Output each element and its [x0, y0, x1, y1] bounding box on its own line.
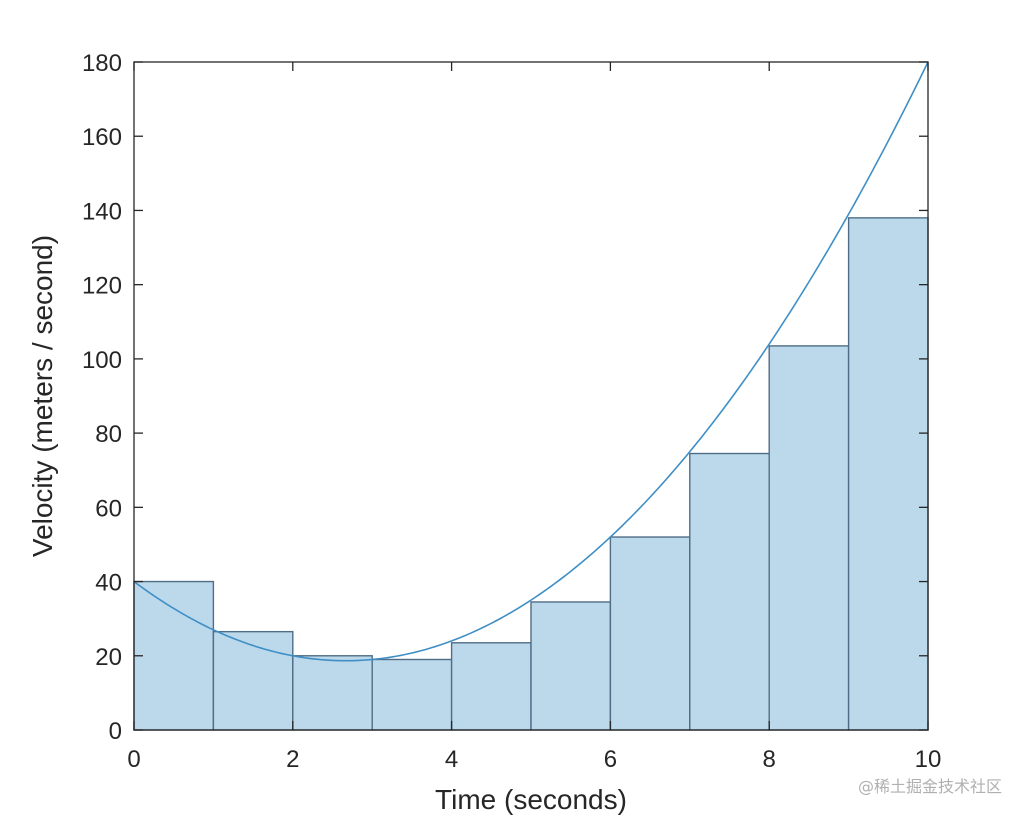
x-tick-label-3: 6: [604, 746, 617, 773]
bars: [133, 217, 929, 731]
x-tick-label-4: 8: [763, 746, 776, 773]
x-tick-label-1: 2: [286, 746, 299, 773]
bar-5: [530, 601, 612, 731]
x-tick-label-5: 10: [915, 746, 942, 773]
y-axis-label: Velocity (meters / second): [27, 235, 58, 557]
y-tick-label-7: 140: [82, 198, 122, 225]
bar-2: [292, 655, 373, 731]
x-tick-labels: 0 2 4 6 8 10: [127, 746, 941, 773]
watermark: @稀土掘金技术社区: [857, 777, 1002, 796]
x-tick-label-0: 0: [127, 746, 140, 773]
x-axis-label: Time (seconds): [435, 784, 627, 815]
y-tick-label-1: 20: [95, 644, 122, 671]
bar-7: [689, 452, 770, 731]
bar-4: [450, 642, 532, 731]
bar-8: [768, 345, 850, 731]
y-tick-label-8: 160: [82, 124, 122, 151]
y-tick-label-9: 180: [82, 50, 122, 77]
bar-1: [212, 630, 294, 731]
bar-0: [133, 580, 215, 731]
y-tick-label-0: 0: [109, 718, 122, 745]
y-tick-label-4: 80: [95, 421, 122, 448]
bar-3: [371, 658, 453, 731]
bar-6: [609, 536, 691, 731]
y-tick-label-6: 120: [82, 273, 122, 300]
axis-ticks: [133, 61, 929, 731]
velocity-curve: [133, 61, 929, 662]
y-tick-labels: 0 20 40 60 80 100 120 140 160 180: [82, 50, 122, 745]
bar-9: [847, 217, 929, 731]
y-tick-label-5: 100: [82, 347, 122, 374]
plot-frame: [133, 61, 929, 731]
x-tick-label-2: 4: [445, 746, 458, 773]
y-tick-label-2: 40: [95, 570, 122, 597]
y-tick-label-3: 60: [95, 495, 122, 522]
